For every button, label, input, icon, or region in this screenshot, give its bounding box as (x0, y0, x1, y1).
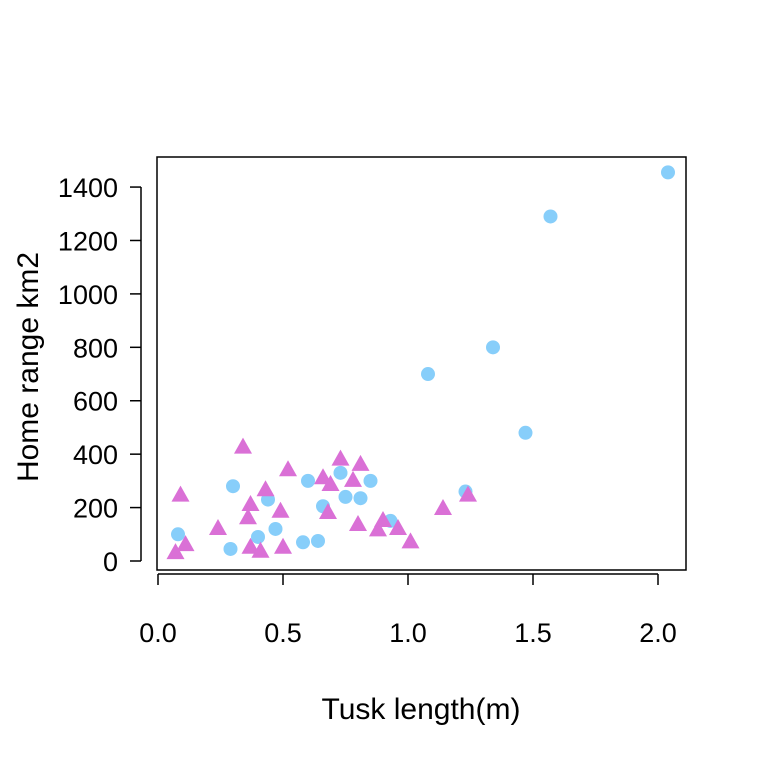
data-point-triangle (171, 485, 190, 502)
data-point-triangle (176, 535, 195, 552)
data-point-triangle (279, 460, 297, 477)
data-point-triangle (401, 532, 420, 549)
data-point-circle (301, 473, 315, 488)
data-point-triangle (369, 520, 387, 537)
y-tick-label: 1400 (58, 173, 118, 203)
data-point-circle (486, 340, 500, 355)
data-point-circle (296, 535, 310, 550)
x-tick-label: 0.5 (264, 618, 302, 648)
y-tick-label: 600 (73, 387, 118, 417)
data-point-triangle (434, 499, 452, 515)
data-point-triangle (459, 485, 477, 502)
data-point-circle (518, 425, 533, 440)
data-point-circle (333, 465, 348, 480)
data-point-circle (543, 209, 558, 224)
data-point-circle (311, 533, 325, 548)
data-point-circle (338, 489, 353, 504)
data-point-triangle (271, 501, 290, 518)
data-point-circle (226, 479, 240, 494)
data-point-triangle (166, 543, 185, 560)
y-tick-label: 800 (73, 333, 118, 363)
data-point-triangle (349, 515, 367, 531)
data-point-triangle (319, 503, 337, 519)
data-point-triangle (239, 508, 257, 525)
data-point-circle (268, 521, 283, 536)
data-point-circle (223, 541, 238, 556)
data-point-circle (363, 473, 378, 488)
data-point-circle (421, 367, 435, 382)
plot-frame (156, 156, 687, 571)
x-tick-label: 1.5 (514, 618, 552, 648)
y-axis-ticks: 0 200 400 600 800 1000 1200 1400 (58, 173, 141, 577)
data-point-triangle (331, 449, 350, 466)
x-tick-label: 0.0 (139, 618, 177, 648)
data-point-triangle (256, 480, 275, 497)
y-tick-label: 400 (73, 440, 118, 470)
data-point-triangle (389, 519, 407, 535)
data-point-triangle (374, 511, 392, 527)
data-point-circle (171, 527, 185, 542)
y-axis-label: Home range km2 (12, 252, 45, 482)
y-tick-label: 0 (103, 547, 118, 577)
data-point-circle (353, 491, 368, 506)
data-point-triangle (241, 537, 260, 554)
data-point-triangle (234, 437, 252, 454)
data-point-triangle (344, 470, 362, 487)
x-axis-label: Tusk length(m) (322, 693, 521, 726)
data-point-circle (661, 165, 675, 180)
data-point-triangle (351, 454, 370, 471)
data-point-triangle (274, 537, 292, 554)
x-axis-ticks: 0.0 0.5 1.0 1.5 2.0 (139, 574, 677, 648)
data-point-triangle (314, 468, 332, 485)
x-tick-label: 2.0 (639, 618, 677, 648)
data-point-triangle (241, 495, 260, 511)
y-tick-label: 1200 (58, 226, 118, 256)
data-point-triangle (251, 541, 270, 558)
data-point-circle (251, 529, 265, 544)
data-points (166, 165, 675, 560)
data-point-triangle (321, 475, 340, 491)
y-tick-label: 1000 (58, 280, 118, 310)
y-tick-label: 200 (73, 494, 118, 524)
x-tick-label: 1.0 (389, 618, 427, 648)
data-point-triangle (209, 519, 227, 535)
